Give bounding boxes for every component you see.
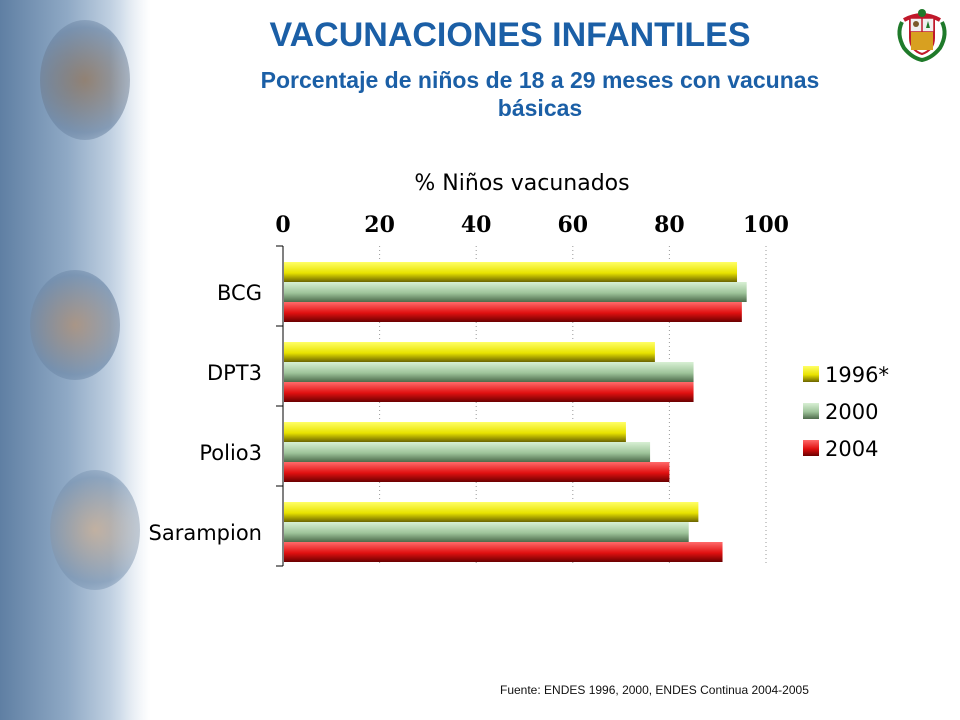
x-tick-label-40: 40 [461,212,492,238]
x-tick-label-0: 0 [275,212,290,238]
slide-subtitle: Porcentaje de niños de 18 a 29 meses con… [260,67,820,121]
chart-title: % Niños vacunados [414,171,629,196]
legend: 1996* 2000 2004 [803,363,889,461]
x-tick-label-100: 100 [743,212,789,238]
legend-swatch-1996 [803,366,819,382]
grid-lines [379,246,767,566]
bars [284,262,747,562]
child-photo-2 [30,270,120,380]
category-label-polio3: Polio3 [199,441,262,465]
bar-dpt3-1996 [284,342,655,362]
bar-sarampion-2004 [284,542,723,562]
category-label-dpt3: DPT3 [207,361,262,385]
category-labels: BCG DPT3 Polio3 Sarampion [149,281,262,545]
legend-label-1996: 1996* [825,363,889,387]
photo-fade [110,0,250,720]
coat-of-arms-icon [897,9,947,63]
x-tick-label-60: 60 [557,212,588,238]
y-axis [276,245,284,567]
bar-polio3-2004 [284,462,670,482]
bar-polio3-1996 [284,422,626,442]
legend-swatch-2004 [803,440,819,456]
source-note: Fuente: ENDES 1996, 2000, ENDES Continua… [500,683,809,697]
bar-sarampion-2000 [284,522,689,542]
bar-sarampion-1996 [284,502,699,522]
legend-label-2004: 2004 [825,437,878,461]
bar-bcg-2000 [284,282,747,302]
x-tick-labels: 0 20 40 60 80 100 [275,212,789,238]
bar-dpt3-2000 [284,362,694,382]
bar-dpt3-2004 [284,382,694,402]
slide-title: VACUNACIONES INFANTILES [269,16,751,54]
bar-bcg-2004 [284,302,742,322]
category-label-sarampion: Sarampion [149,521,262,545]
bar-polio3-2000 [284,442,651,462]
x-tick-label-20: 20 [364,212,395,238]
legend-label-2000: 2000 [825,400,878,424]
legend-swatch-2000 [803,403,819,419]
category-label-bcg: BCG [217,281,262,305]
bar-bcg-1996 [284,262,738,282]
x-tick-label-80: 80 [654,212,685,238]
